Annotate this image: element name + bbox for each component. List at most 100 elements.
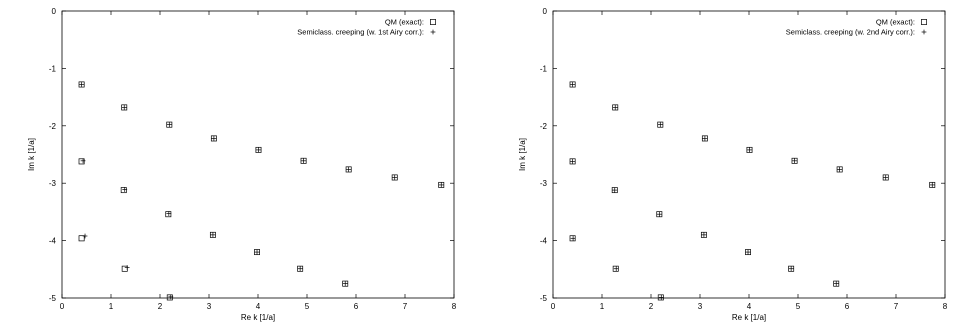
data-point xyxy=(166,121,173,128)
data-point xyxy=(569,158,576,165)
data-point xyxy=(82,233,88,239)
data-point xyxy=(745,249,751,255)
data-point xyxy=(836,166,843,173)
x-tick-label: 4 xyxy=(747,302,752,311)
data-point xyxy=(788,266,794,272)
y-tick-label: 0 xyxy=(52,7,57,16)
data-point xyxy=(612,104,619,111)
x-tick-label: 4 xyxy=(256,302,261,311)
data-point xyxy=(570,158,575,164)
x-tick-label: 5 xyxy=(305,302,310,311)
legend-marker xyxy=(921,19,927,25)
data-point xyxy=(79,82,84,87)
series-semiclassical xyxy=(570,82,935,300)
x-tick-label: 8 xyxy=(943,302,948,311)
data-point xyxy=(120,187,127,194)
data-point xyxy=(121,104,128,111)
data-point xyxy=(657,121,664,128)
data-point xyxy=(833,281,839,287)
x-tick-label: 5 xyxy=(796,302,801,311)
data-point xyxy=(883,175,889,180)
data-point xyxy=(209,231,216,238)
x-tick-label: 7 xyxy=(894,302,899,311)
data-point xyxy=(792,158,797,164)
data-point xyxy=(297,265,304,272)
legend-entry-label: QM (exact): xyxy=(385,18,424,27)
data-point xyxy=(613,266,619,272)
y-axis-label: Im k [1/a] xyxy=(518,138,527,171)
data-point xyxy=(656,211,662,217)
data-point xyxy=(701,135,708,142)
data-point xyxy=(121,105,127,110)
series-semiclassical xyxy=(79,82,444,300)
y-tick-label: -4 xyxy=(540,237,548,246)
data-point xyxy=(300,157,307,164)
data-point xyxy=(882,174,889,181)
data-point xyxy=(929,182,935,188)
data-point xyxy=(438,181,445,188)
data-point xyxy=(297,266,303,272)
x-tick-label: 2 xyxy=(158,302,163,311)
data-point xyxy=(391,174,398,181)
x-tick-label: 7 xyxy=(403,302,408,311)
data-point xyxy=(746,146,753,153)
data-point xyxy=(211,136,217,141)
series-qm-exact xyxy=(78,81,445,301)
y-tick-label: -5 xyxy=(540,294,548,303)
legend-marker xyxy=(921,29,927,35)
y-tick-label: -2 xyxy=(49,122,57,131)
data-point xyxy=(301,158,306,164)
x-tick-label: 0 xyxy=(551,302,556,311)
data-point xyxy=(747,147,752,153)
y-tick-label: 0 xyxy=(543,7,548,16)
data-point xyxy=(612,105,618,110)
y-tick-label: -1 xyxy=(540,64,548,73)
data-point xyxy=(570,82,575,87)
data-point xyxy=(254,249,260,255)
data-point xyxy=(210,135,217,142)
data-point xyxy=(929,181,936,188)
data-point xyxy=(122,187,128,192)
data-point xyxy=(788,265,795,272)
data-point xyxy=(791,157,798,164)
x-tick-label: 0 xyxy=(60,302,65,311)
x-tick-label: 8 xyxy=(452,302,457,311)
data-point xyxy=(346,167,352,172)
chart-left: 0 1 2 3 4 5 6 7 8 0 -1 -2 -3 -4 -5 Re k [1/a] Im k [1/a]… xyxy=(27,7,457,322)
x-tick-label: 1 xyxy=(109,302,114,311)
data-point xyxy=(612,187,618,193)
data-point xyxy=(254,249,260,256)
data-point xyxy=(570,235,576,241)
data-point xyxy=(392,175,398,180)
x-axis-label: Re k [1/a] xyxy=(241,313,275,322)
data-point xyxy=(438,182,444,188)
data-point xyxy=(168,294,174,300)
data-point xyxy=(837,167,843,172)
y-tick-label: -4 xyxy=(49,237,57,246)
data-point xyxy=(124,265,130,270)
series-qm-exact xyxy=(569,81,936,301)
legend-entry-label: Semiclass. creeping (w. 2nd Airy corr.): xyxy=(786,28,915,37)
data-point xyxy=(210,232,216,238)
data-point xyxy=(78,158,85,165)
y-axis-label: Im k [1/a] xyxy=(27,138,36,171)
data-point xyxy=(80,158,86,164)
data-point xyxy=(658,295,664,300)
legend-marker xyxy=(430,19,436,25)
data-point xyxy=(166,122,172,128)
data-point xyxy=(165,211,172,218)
chart-right: 0 1 2 3 4 5 6 7 8 0 -1 -2 -3 -4 -5 Re k [1/a] Im k [1/a]… xyxy=(518,7,948,322)
legend-entry-label: QM (exact): xyxy=(876,18,915,27)
x-tick-label: 2 xyxy=(649,302,654,311)
data-point xyxy=(569,81,576,88)
x-tick-label: 1 xyxy=(600,302,605,311)
x-tick-label: 3 xyxy=(698,302,703,311)
x-axis-label: Re k [1/a] xyxy=(732,313,766,322)
y-tick-label: -1 xyxy=(49,64,57,73)
data-point xyxy=(255,146,262,153)
data-point xyxy=(656,211,663,218)
x-tick-label: 6 xyxy=(354,302,359,311)
data-point xyxy=(78,235,85,242)
data-point xyxy=(342,281,348,287)
